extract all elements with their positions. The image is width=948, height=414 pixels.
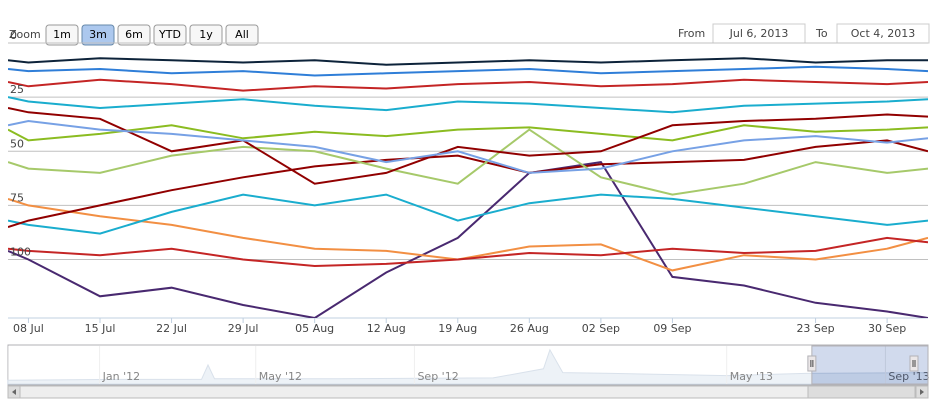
arrow (920, 389, 924, 395)
y-tick-label: 100 (10, 246, 31, 259)
series-line (8, 107, 928, 185)
button-label: 3m (89, 28, 107, 41)
navigator-mask (8, 346, 812, 384)
series-line (8, 139, 928, 229)
series-line (8, 78, 928, 92)
navigator-area (7, 348, 929, 385)
x-tick-label: 22 Jul (156, 322, 187, 335)
series-line (8, 65, 928, 77)
navigator-tick-label: May '13 (730, 370, 773, 383)
series-line (8, 161, 928, 318)
series-line (8, 236, 928, 268)
zoom-label: Zoom (9, 28, 41, 41)
button-box (45, 24, 79, 46)
series-line (8, 193, 928, 235)
y-tick-label: 75 (10, 191, 24, 204)
button-label: 1y (199, 28, 213, 41)
x-tick-label: 26 Aug (510, 322, 549, 335)
button-label: 6m (125, 28, 143, 41)
range-button[interactable]: YTD (153, 24, 187, 46)
x-tick-label: 05 Aug (295, 322, 334, 335)
from-label: From (678, 27, 705, 40)
series-line (8, 128, 928, 196)
range-button[interactable]: 6m (117, 24, 151, 46)
range-button[interactable]: 3m (81, 24, 115, 46)
button-label: All (235, 28, 249, 41)
handle-box (807, 355, 817, 372)
button-box (153, 24, 187, 46)
navigator-tick-label: Jan '12 (102, 370, 140, 383)
navigator-handle[interactable] (807, 355, 817, 372)
range-button[interactable]: 1y (189, 24, 223, 46)
y-tick-label: 50 (10, 137, 24, 150)
scrollbar[interactable] (7, 385, 929, 399)
x-tick-label: 09 Sep (653, 322, 691, 335)
x-tick-label: 08 Jul (13, 322, 44, 335)
y-tick-label: 0 (10, 29, 17, 42)
button-box (225, 24, 259, 46)
to-label: To (815, 27, 828, 40)
button-box (189, 24, 223, 46)
y-tick-label: 25 (10, 83, 24, 96)
series-line (8, 57, 928, 66)
navigator-tick-label: May '12 (259, 370, 302, 383)
button-box (81, 24, 115, 46)
from-value: Jul 6, 2013 (729, 27, 789, 40)
button-label: YTD (158, 28, 181, 41)
arrow (12, 389, 16, 395)
to-value: Oct 4, 2013 (851, 27, 916, 40)
scrollbar-thumb[interactable] (807, 385, 916, 399)
button-label: 1m (53, 28, 71, 41)
x-tick-label: 02 Sep (582, 322, 620, 335)
navigator-tick-label: Sep '13 (888, 370, 929, 383)
handle-box (909, 355, 919, 372)
x-tick-label: 29 Jul (228, 322, 259, 335)
button-box (117, 24, 151, 46)
x-tick-label: 12 Aug (367, 322, 406, 335)
series-line (8, 96, 928, 114)
x-tick-label: 15 Jul (85, 322, 116, 335)
x-tick-label: 30 Sep (868, 322, 906, 335)
x-tick-label: 19 Aug (438, 322, 477, 335)
navigator-selection (811, 345, 929, 385)
range-button[interactable]: All (225, 24, 259, 46)
navigator-tick-label: Sep '12 (417, 370, 458, 383)
scrollbar-track (7, 385, 929, 399)
navigator-handle[interactable] (909, 355, 919, 372)
series-line (8, 119, 928, 174)
x-tick-label: 23 Sep (796, 322, 834, 335)
range-button[interactable]: 1m (45, 24, 79, 46)
